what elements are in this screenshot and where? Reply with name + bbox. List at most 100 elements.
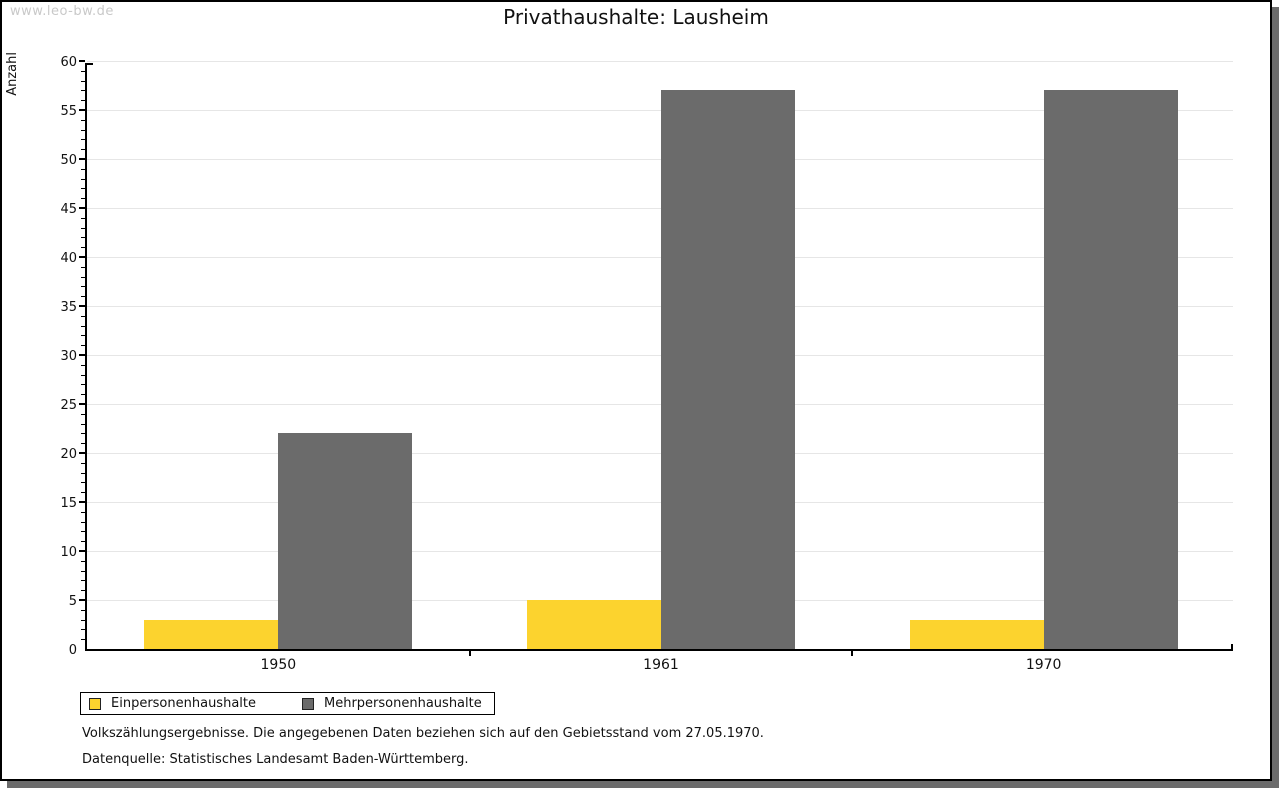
legend-swatch-gray xyxy=(302,697,314,710)
y-major-tick-10 xyxy=(79,550,85,552)
y-minor-tick-49 xyxy=(81,168,85,170)
footnote-census: Volkszählungsergebnisse. Die angegebenen… xyxy=(82,726,764,741)
y-minor-tick-22 xyxy=(81,433,85,435)
legend-swatch-yellow xyxy=(89,697,101,710)
y-minor-tick-47 xyxy=(81,188,85,190)
y-minor-tick-9 xyxy=(81,560,85,562)
y-minor-tick-43 xyxy=(81,227,85,229)
y-minor-tick-8 xyxy=(81,570,85,572)
gridline-y-15 xyxy=(87,502,1233,503)
y-tick-label-40: 40 xyxy=(60,251,77,266)
x-category-label-1950: 1950 xyxy=(260,657,297,673)
gridline-y-50 xyxy=(87,159,1233,160)
y-minor-tick-54 xyxy=(81,119,85,121)
gridline-y-30 xyxy=(87,355,1233,356)
y-minor-tick-12 xyxy=(81,531,85,533)
y-tick-label-45: 45 xyxy=(60,202,77,217)
y-major-tick-60 xyxy=(79,60,85,62)
y-minor-tick-37 xyxy=(81,286,85,288)
legend-item-mehrpersonenhaushalte: Mehrpersonenhaushalte xyxy=(302,696,482,711)
y-minor-tick-18 xyxy=(81,472,85,474)
y-minor-tick-53 xyxy=(81,129,85,131)
y-tick-label-50: 50 xyxy=(60,153,77,168)
gridline-y-55 xyxy=(87,110,1233,111)
x-boundary-tick-2 xyxy=(851,651,854,656)
x-boundary-tick-1 xyxy=(468,651,471,656)
legend-label: Einpersonenhaushalte xyxy=(111,696,256,711)
y-axis-end-cap xyxy=(87,63,93,65)
x-category-label-1970: 1970 xyxy=(1025,657,1062,673)
y-minor-tick-56 xyxy=(81,100,85,102)
y-minor-tick-19 xyxy=(81,462,85,464)
y-minor-tick-42 xyxy=(81,237,85,239)
y-tick-label-15: 15 xyxy=(60,496,77,511)
legend-item-einpersonenhaushalte: Einpersonenhaushalte xyxy=(89,696,256,711)
y-minor-tick-38 xyxy=(81,276,85,278)
y-minor-tick-59 xyxy=(81,70,85,72)
legend-label: Mehrpersonenhaushalte xyxy=(324,696,482,711)
y-tick-label-10: 10 xyxy=(60,545,77,560)
y-major-tick-45 xyxy=(79,207,85,209)
y-major-tick-40 xyxy=(79,256,85,258)
y-minor-tick-24 xyxy=(81,413,85,415)
y-minor-tick-57 xyxy=(81,90,85,92)
y-major-tick-30 xyxy=(79,354,85,356)
y-minor-tick-41 xyxy=(81,247,85,249)
y-minor-tick-29 xyxy=(81,364,85,366)
y-minor-tick-51 xyxy=(81,149,85,151)
bar-1950-mehrpersonen xyxy=(278,433,413,649)
y-minor-tick-13 xyxy=(81,521,85,523)
y-tick-label-60: 60 xyxy=(60,55,77,70)
gridline-y-10 xyxy=(87,551,1233,552)
y-minor-tick-36 xyxy=(81,296,85,298)
y-tick-label-25: 25 xyxy=(60,398,77,413)
y-minor-tick-28 xyxy=(81,374,85,376)
y-minor-tick-27 xyxy=(81,384,85,386)
gridline-y-35 xyxy=(87,306,1233,307)
y-minor-tick-21 xyxy=(81,443,85,445)
y-tick-label-35: 35 xyxy=(60,300,77,315)
y-minor-tick-39 xyxy=(81,266,85,268)
y-major-tick-5 xyxy=(79,599,85,601)
y-tick-label-0: 0 xyxy=(68,643,77,658)
y-major-tick-35 xyxy=(79,305,85,307)
y-minor-tick-14 xyxy=(81,511,85,513)
y-minor-tick-58 xyxy=(81,80,85,82)
y-minor-tick-2 xyxy=(81,629,85,631)
y-minor-tick-33 xyxy=(81,325,85,327)
y-tick-label-20: 20 xyxy=(60,447,77,462)
y-minor-tick-23 xyxy=(81,423,85,425)
bar-1961-mehrpersonen xyxy=(661,90,795,649)
y-axis-title: Anzahl xyxy=(5,52,20,96)
y-minor-tick-3 xyxy=(81,619,85,621)
y-major-tick-50 xyxy=(79,158,85,160)
gridline-y-60 xyxy=(87,61,1233,62)
bar-1970-einpersonen xyxy=(909,619,1044,649)
footnote-source: Datenquelle: Statistisches Landesamt Bad… xyxy=(82,752,469,767)
x-axis-end-cap xyxy=(1231,644,1233,649)
y-tick-label-5: 5 xyxy=(68,594,77,609)
gridline-y-40 xyxy=(87,257,1233,258)
y-minor-tick-34 xyxy=(81,315,85,317)
y-minor-tick-4 xyxy=(81,609,85,611)
chart-title: Privathaushalte: Lausheim xyxy=(503,5,769,29)
y-minor-tick-7 xyxy=(81,580,85,582)
y-minor-tick-11 xyxy=(81,541,85,543)
bar-1961-einpersonen xyxy=(527,600,661,649)
legend: Einpersonenhaushalte Mehrpersonenhaushal… xyxy=(80,692,495,715)
y-minor-tick-1 xyxy=(81,639,85,641)
y-tick-label-55: 55 xyxy=(60,104,77,119)
y-minor-tick-32 xyxy=(81,335,85,337)
y-tick-label-30: 30 xyxy=(60,349,77,364)
y-minor-tick-31 xyxy=(81,345,85,347)
gridline-y-20 xyxy=(87,453,1233,454)
y-minor-tick-17 xyxy=(81,482,85,484)
bar-1970-mehrpersonen xyxy=(1043,90,1178,649)
y-major-tick-15 xyxy=(79,501,85,503)
gridline-y-25 xyxy=(87,404,1233,405)
y-minor-tick-16 xyxy=(81,492,85,494)
y-minor-tick-48 xyxy=(81,178,85,180)
bar-1950-einpersonen xyxy=(144,619,279,649)
y-minor-tick-46 xyxy=(81,198,85,200)
